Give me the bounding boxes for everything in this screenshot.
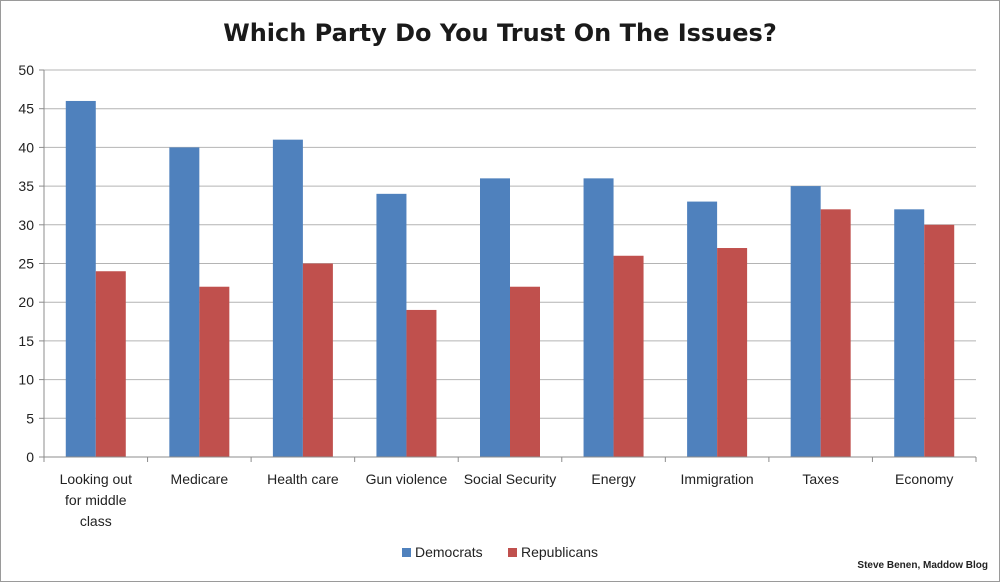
bar-democrats-6 [687,201,718,457]
chart-title: Which Party Do You Trust On The Issues? [223,19,777,47]
x-axis: Looking out for middle class Medicare Health… [43,456,977,529]
bar-republicans-0 [95,271,126,457]
credit-text: Steve Benen, Maddow Blog [857,560,988,571]
bar-democrats-8 [894,209,925,457]
x-tick-label: Medicare [171,471,229,487]
y-tick-label: 45 [18,101,34,117]
legend-swatch [508,548,517,557]
y-tick-label: 40 [18,139,34,155]
bar-republicans-6 [717,248,748,457]
x-tick-label: class [80,513,112,529]
bar-republicans-5 [613,255,644,457]
bar-democrats-1 [169,147,200,457]
x-tick-label: Immigration [681,471,754,487]
x-tick-label: Looking out [60,471,133,487]
legend-label: Democrats [415,544,483,560]
bar-republicans-3 [406,309,437,457]
y-tick-label: 35 [18,178,34,194]
legend: Democrats Republicans [402,544,598,560]
bars [65,100,955,458]
y-tick-label: 50 [18,62,34,78]
bar-democrats-5 [583,178,614,458]
bar-republicans-4 [510,286,540,457]
legend-swatch [402,548,411,557]
bar-democrats-3 [376,193,407,457]
y-tick-label: 30 [18,217,34,233]
bar-republicans-8 [924,224,955,457]
x-tick-label: Health care [267,471,339,487]
y-tick-label: 10 [18,372,34,388]
y-tick-label: 20 [18,294,34,310]
legend-label: Republicans [521,544,598,560]
x-tick-label: for middle [65,492,127,508]
x-tick-label: Economy [895,471,953,487]
bar-democrats-2 [272,139,303,457]
bar-republicans-2 [302,263,333,457]
bar-democrats-4 [480,178,510,458]
x-tick-label: Energy [591,471,635,487]
x-tick-label: Taxes [802,471,839,487]
y-tick-label: 15 [18,333,34,349]
bar-republicans-1 [199,286,230,457]
x-tick-label: Gun violence [366,471,448,487]
y-tick-label: 5 [26,410,34,426]
y-tick-label: 25 [18,256,34,272]
bar-democrats-0 [65,100,96,458]
x-tick-label: Social Security [464,471,557,487]
y-tick-label: 0 [26,449,34,465]
y-axis: 0 5 10 15 20 25 30 35 40 45 50 [18,62,45,465]
bar-republicans-7 [820,209,851,457]
bar-democrats-7 [790,186,821,457]
